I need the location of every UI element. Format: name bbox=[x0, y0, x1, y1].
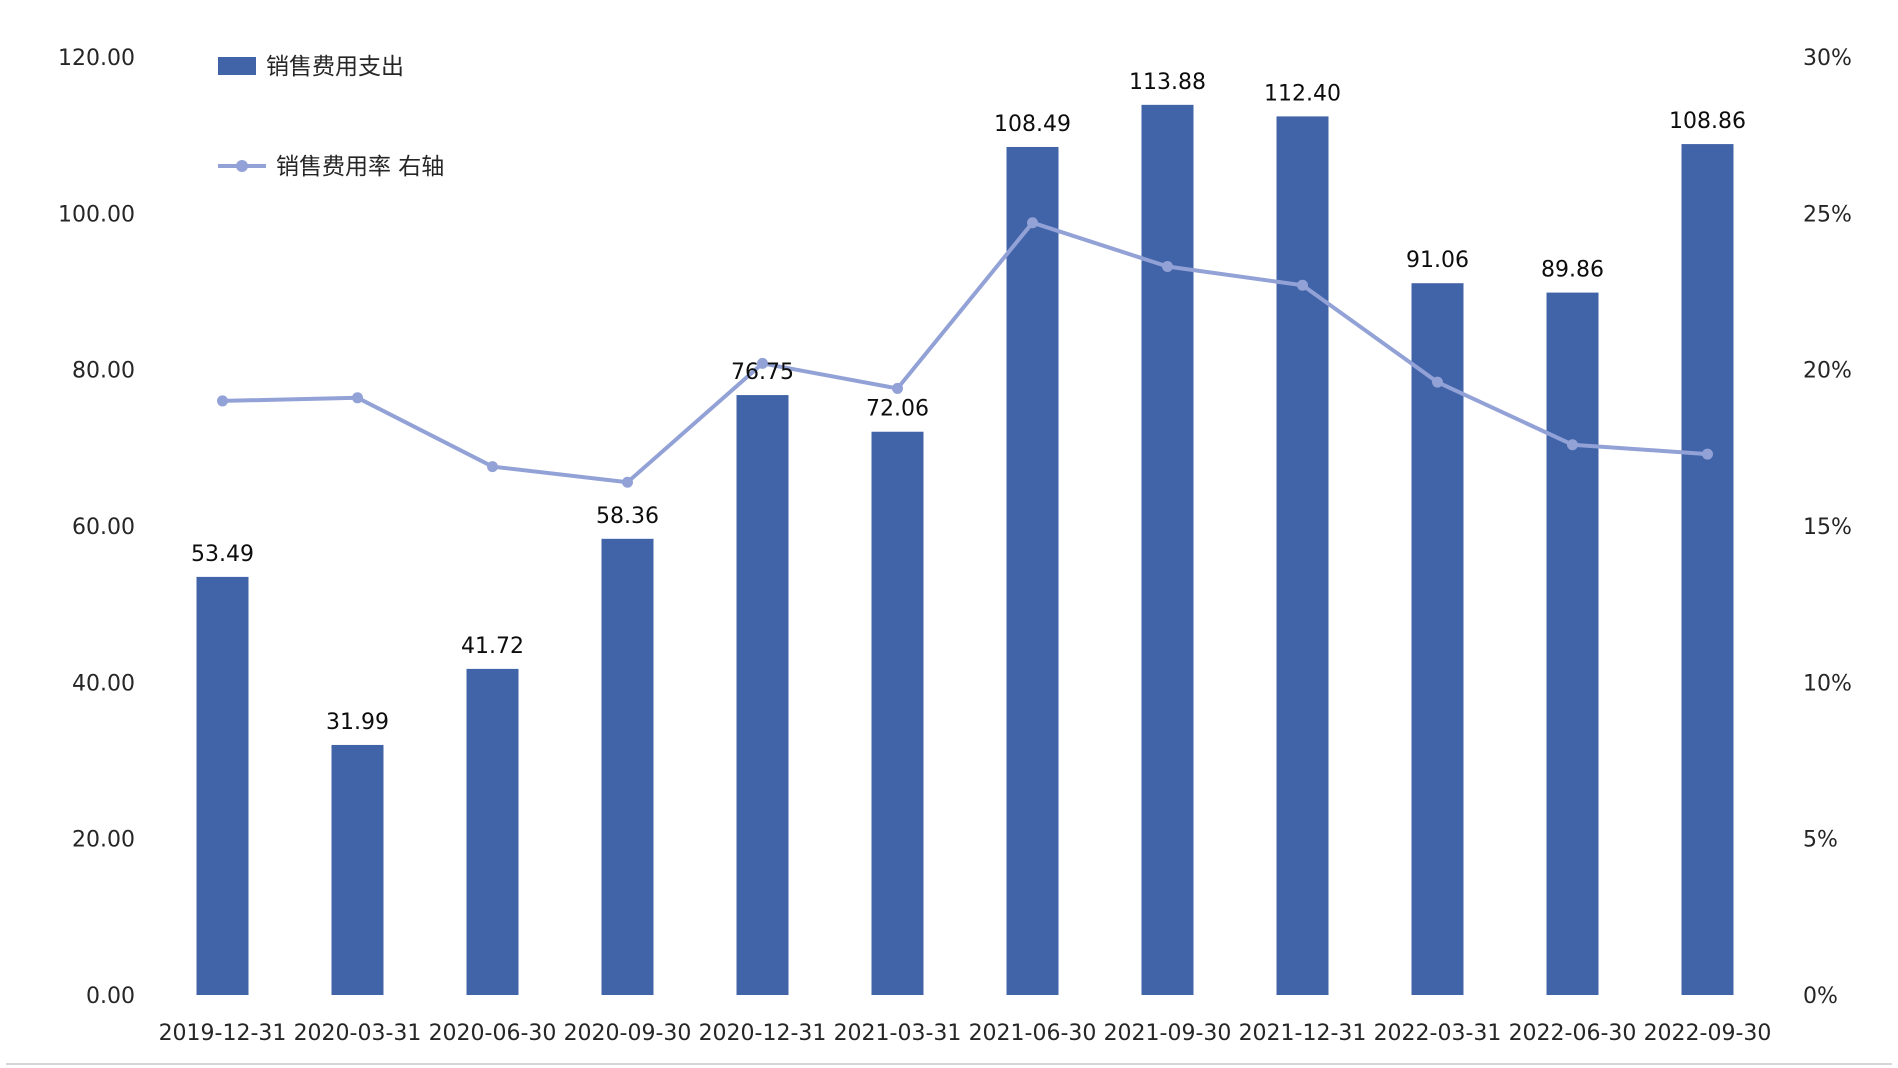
category-label: 2020-12-31 bbox=[699, 1021, 827, 1046]
right-axis-tick-label: 20% bbox=[1803, 359, 1852, 384]
left-axis-tick-label: 80.00 bbox=[72, 359, 135, 384]
category-label: 2019-12-31 bbox=[159, 1021, 287, 1046]
rate-line-marker bbox=[622, 476, 633, 488]
bar-value-label: 41.72 bbox=[461, 634, 524, 659]
bar-value-label: 91.06 bbox=[1406, 248, 1469, 273]
legend-bar-swatch bbox=[218, 57, 256, 75]
rate-line-marker bbox=[217, 395, 228, 407]
bar bbox=[601, 538, 654, 995]
bar-value-label: 89.86 bbox=[1541, 258, 1604, 283]
rate-line-marker bbox=[1432, 376, 1443, 388]
bar-value-label: 108.86 bbox=[1669, 109, 1746, 134]
category-label: 2020-09-30 bbox=[564, 1021, 692, 1046]
category-label: 2021-06-30 bbox=[969, 1021, 1097, 1046]
category-label: 2022-06-30 bbox=[1509, 1021, 1637, 1046]
rate-line-marker bbox=[1567, 439, 1578, 451]
left-axis-tick-label: 60.00 bbox=[72, 515, 135, 540]
rate-line-marker bbox=[352, 392, 363, 404]
category-label: 2020-03-31 bbox=[294, 1021, 422, 1046]
bar bbox=[1546, 292, 1599, 995]
bar-value-label: 76.75 bbox=[731, 360, 794, 385]
bar bbox=[871, 431, 924, 996]
bar-value-label: 72.06 bbox=[866, 397, 929, 422]
legend: 销售费用支出 销售费用率 右轴 bbox=[218, 54, 444, 180]
bar bbox=[331, 744, 384, 995]
right-axis-tick-label: 15% bbox=[1803, 515, 1852, 540]
right-axis-tick-label: 25% bbox=[1803, 202, 1852, 227]
left-axis-tick-label: 120.00 bbox=[58, 46, 135, 71]
right-axis-tick-label: 10% bbox=[1803, 671, 1852, 696]
left-axis-tick-label: 0.00 bbox=[86, 984, 135, 1009]
left-axis-tick-label: 20.00 bbox=[72, 828, 135, 853]
right-axis-tick-label: 5% bbox=[1803, 828, 1838, 853]
right-axis-tick-label: 0% bbox=[1803, 984, 1838, 1009]
rate-line-marker bbox=[757, 357, 768, 369]
rate-line-marker bbox=[892, 382, 903, 394]
bar bbox=[736, 395, 789, 996]
legend-line-label: 销售费用率 右轴 bbox=[276, 154, 444, 180]
legend-line-marker-icon bbox=[236, 160, 248, 172]
rate-line bbox=[222, 220, 1708, 485]
bar bbox=[1276, 116, 1329, 995]
rate-line-marker bbox=[487, 461, 498, 473]
left-axis-tick-label: 100.00 bbox=[58, 202, 135, 227]
bar-value-label: 112.40 bbox=[1264, 81, 1341, 106]
bar bbox=[1681, 144, 1734, 996]
bar bbox=[466, 668, 519, 995]
bar-value-label: 53.49 bbox=[191, 542, 254, 567]
left-axis-tick-label: 40.00 bbox=[72, 671, 135, 696]
bar-value-label: 58.36 bbox=[596, 504, 659, 529]
category-label: 2020-06-30 bbox=[429, 1021, 557, 1046]
category-label: 2021-12-31 bbox=[1239, 1021, 1367, 1046]
rate-line-marker bbox=[1702, 448, 1713, 460]
plot-area: 0.00 20.00 40.00 60.00 80.00 100.00 120.00 0% 5%… bbox=[6, 46, 1892, 1065]
category-label: 2022-03-31 bbox=[1374, 1021, 1502, 1046]
rate-line-marker bbox=[1162, 260, 1173, 272]
bar bbox=[196, 576, 249, 995]
category-label: 2022-09-30 bbox=[1644, 1021, 1772, 1046]
right-axis-tick-label: 30% bbox=[1803, 46, 1852, 71]
bar bbox=[1006, 146, 1059, 995]
rate-line-marker bbox=[1027, 217, 1038, 229]
legend-bar-label: 销售费用支出 bbox=[266, 54, 404, 80]
bar bbox=[1141, 104, 1194, 995]
bar-value-label: 31.99 bbox=[326, 710, 389, 735]
bar bbox=[1411, 283, 1464, 995]
rate-line-marker bbox=[1297, 279, 1308, 291]
category-label: 2021-09-30 bbox=[1104, 1021, 1232, 1046]
bar-value-label: 113.88 bbox=[1129, 70, 1206, 95]
category-label: 2021-03-31 bbox=[834, 1021, 962, 1046]
bar-value-label: 108.49 bbox=[994, 112, 1071, 137]
